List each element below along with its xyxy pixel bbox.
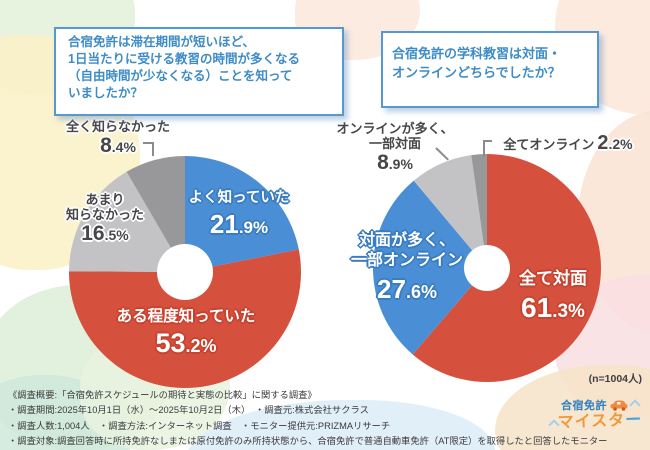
left-donut-chart [69, 156, 301, 389]
label-amari-shiranakatta: あまり 知らなかった 16.5% [66, 192, 144, 246]
pie-segment-1 [372, 180, 487, 355]
segment-label-text: オンラインが多く、 [336, 121, 454, 136]
question-line: 1日当たりに受ける教習の時間が多くなる [68, 52, 300, 66]
donut-hole [464, 245, 510, 291]
segment-percent: 21.9% [209, 209, 269, 239]
leader-line [483, 140, 485, 157]
brand-logo-top: 合宿免許 [554, 397, 646, 413]
car-icon [610, 400, 628, 411]
caret-icon [629, 399, 641, 411]
question-line: いましたか？ [68, 86, 144, 100]
brand-name-katakana-main: マイスタ [557, 412, 626, 432]
survey-overview-line: ・調査対象:調査回答時に所持免許なしまたは原付免許のみ所持状態から、合宿免許で普… [8, 435, 608, 446]
label-yoku-shitteita: よく知っていた 21.9% [189, 186, 290, 240]
brand-name-text: 合宿免許 [561, 400, 607, 412]
segment-label-text: 全く知らなかった [65, 119, 171, 134]
label-aruteido-shitteita: ある程度知っていた 53.2% [117, 304, 256, 359]
right-question-box: 合宿免許の学科教習は対面・ オンラインどちらでしたか？ [381, 31, 599, 108]
pie-segment-0 [185, 156, 299, 272]
segment-percent: 53.2% [155, 328, 217, 358]
segment-percent: 61.3% [521, 292, 585, 323]
segment-label-text: 一部対面 [368, 136, 422, 151]
label-subete-online: 全てオンライン 2.2% [503, 132, 632, 155]
question-line: （自由時間が少なくなる）ことを知って [68, 69, 293, 83]
leader-line [483, 140, 492, 142]
question-line: 合宿免許は滞在期間が短いほど、 [68, 35, 255, 49]
pie-segment-2 [413, 155, 487, 268]
segment-percent: 8.4% [100, 134, 136, 157]
segment-label-text: 全て対面 [519, 269, 587, 288]
right-donut-chart [372, 154, 601, 383]
question-line: 合宿免許の学科教習は対面・ [392, 46, 562, 61]
segment-label-text: ある程度知っていた [116, 308, 256, 325]
segment-label-text: よく知っていた [188, 190, 290, 206]
sample-size-note: (n=1004人) [588, 373, 642, 385]
segment-percent: 16.5% [81, 222, 129, 245]
question-line: オンラインどちらでしたか？ [392, 65, 561, 80]
pie-segment-2 [69, 171, 185, 272]
leader-line [143, 142, 154, 144]
label-zenku-shiranakatta: 全く知らなかった 8.4% [66, 119, 170, 158]
leader-line [152, 142, 154, 156]
brand-name-katakana: マイスター [554, 411, 647, 432]
segment-label-text: 対面が多く、 [358, 232, 456, 249]
segment-label-text: 一部オンライン [350, 252, 464, 269]
survey-overview-line: ・調査人数:1,004人 ・調査方法:インターネット調査 ・モニター提供元:PR… [8, 420, 391, 431]
survey-overview: 《調査概要:「合宿免許スケジュールの期待と実態の比較」に関する調査》 ・調査期間… [8, 388, 608, 449]
segment-percent: 全てオンライン 2.2% [503, 132, 633, 154]
survey-overview-line: ・調査期間:2025年10月1日（水）～2025年10月2日（木） ・調査元:株… [8, 405, 369, 416]
segment-percent: 27.6% [377, 274, 437, 304]
label-taimen-ooku: 対面が多く、 一部オンライン 27.6% [351, 231, 463, 305]
segment-percent: 8.9% [377, 151, 413, 174]
donut-hole [157, 244, 213, 300]
brand-logo-bottom: マイスター [548, 411, 647, 432]
label-subete-taimen: 全て対面 61.3% [519, 264, 587, 324]
segment-label-text: 知らなかった [65, 207, 145, 222]
segment-label-text: あまり [85, 192, 125, 207]
label-online-ooku: オンラインが多く、 一部対面 8.9% [336, 121, 453, 175]
survey-overview-line: 《調査概要:「合宿免許スケジュールの期待と実態の比較」に関する調査》 [8, 390, 317, 400]
pie-segment-3 [126, 156, 185, 272]
pie-segment-1 [69, 249, 301, 389]
left-question-box: 合宿免許は滞在期間が短いほど、 1日当たりに受ける教習の時間が多くなる （自由時… [54, 27, 344, 116]
brand-logo: 合宿免許 マイスター [548, 397, 647, 432]
segment-label-text: 全てオンライン [503, 137, 595, 152]
pie-segment-3 [471, 154, 487, 268]
brand-name-katakana-accent: ー [624, 411, 643, 430]
